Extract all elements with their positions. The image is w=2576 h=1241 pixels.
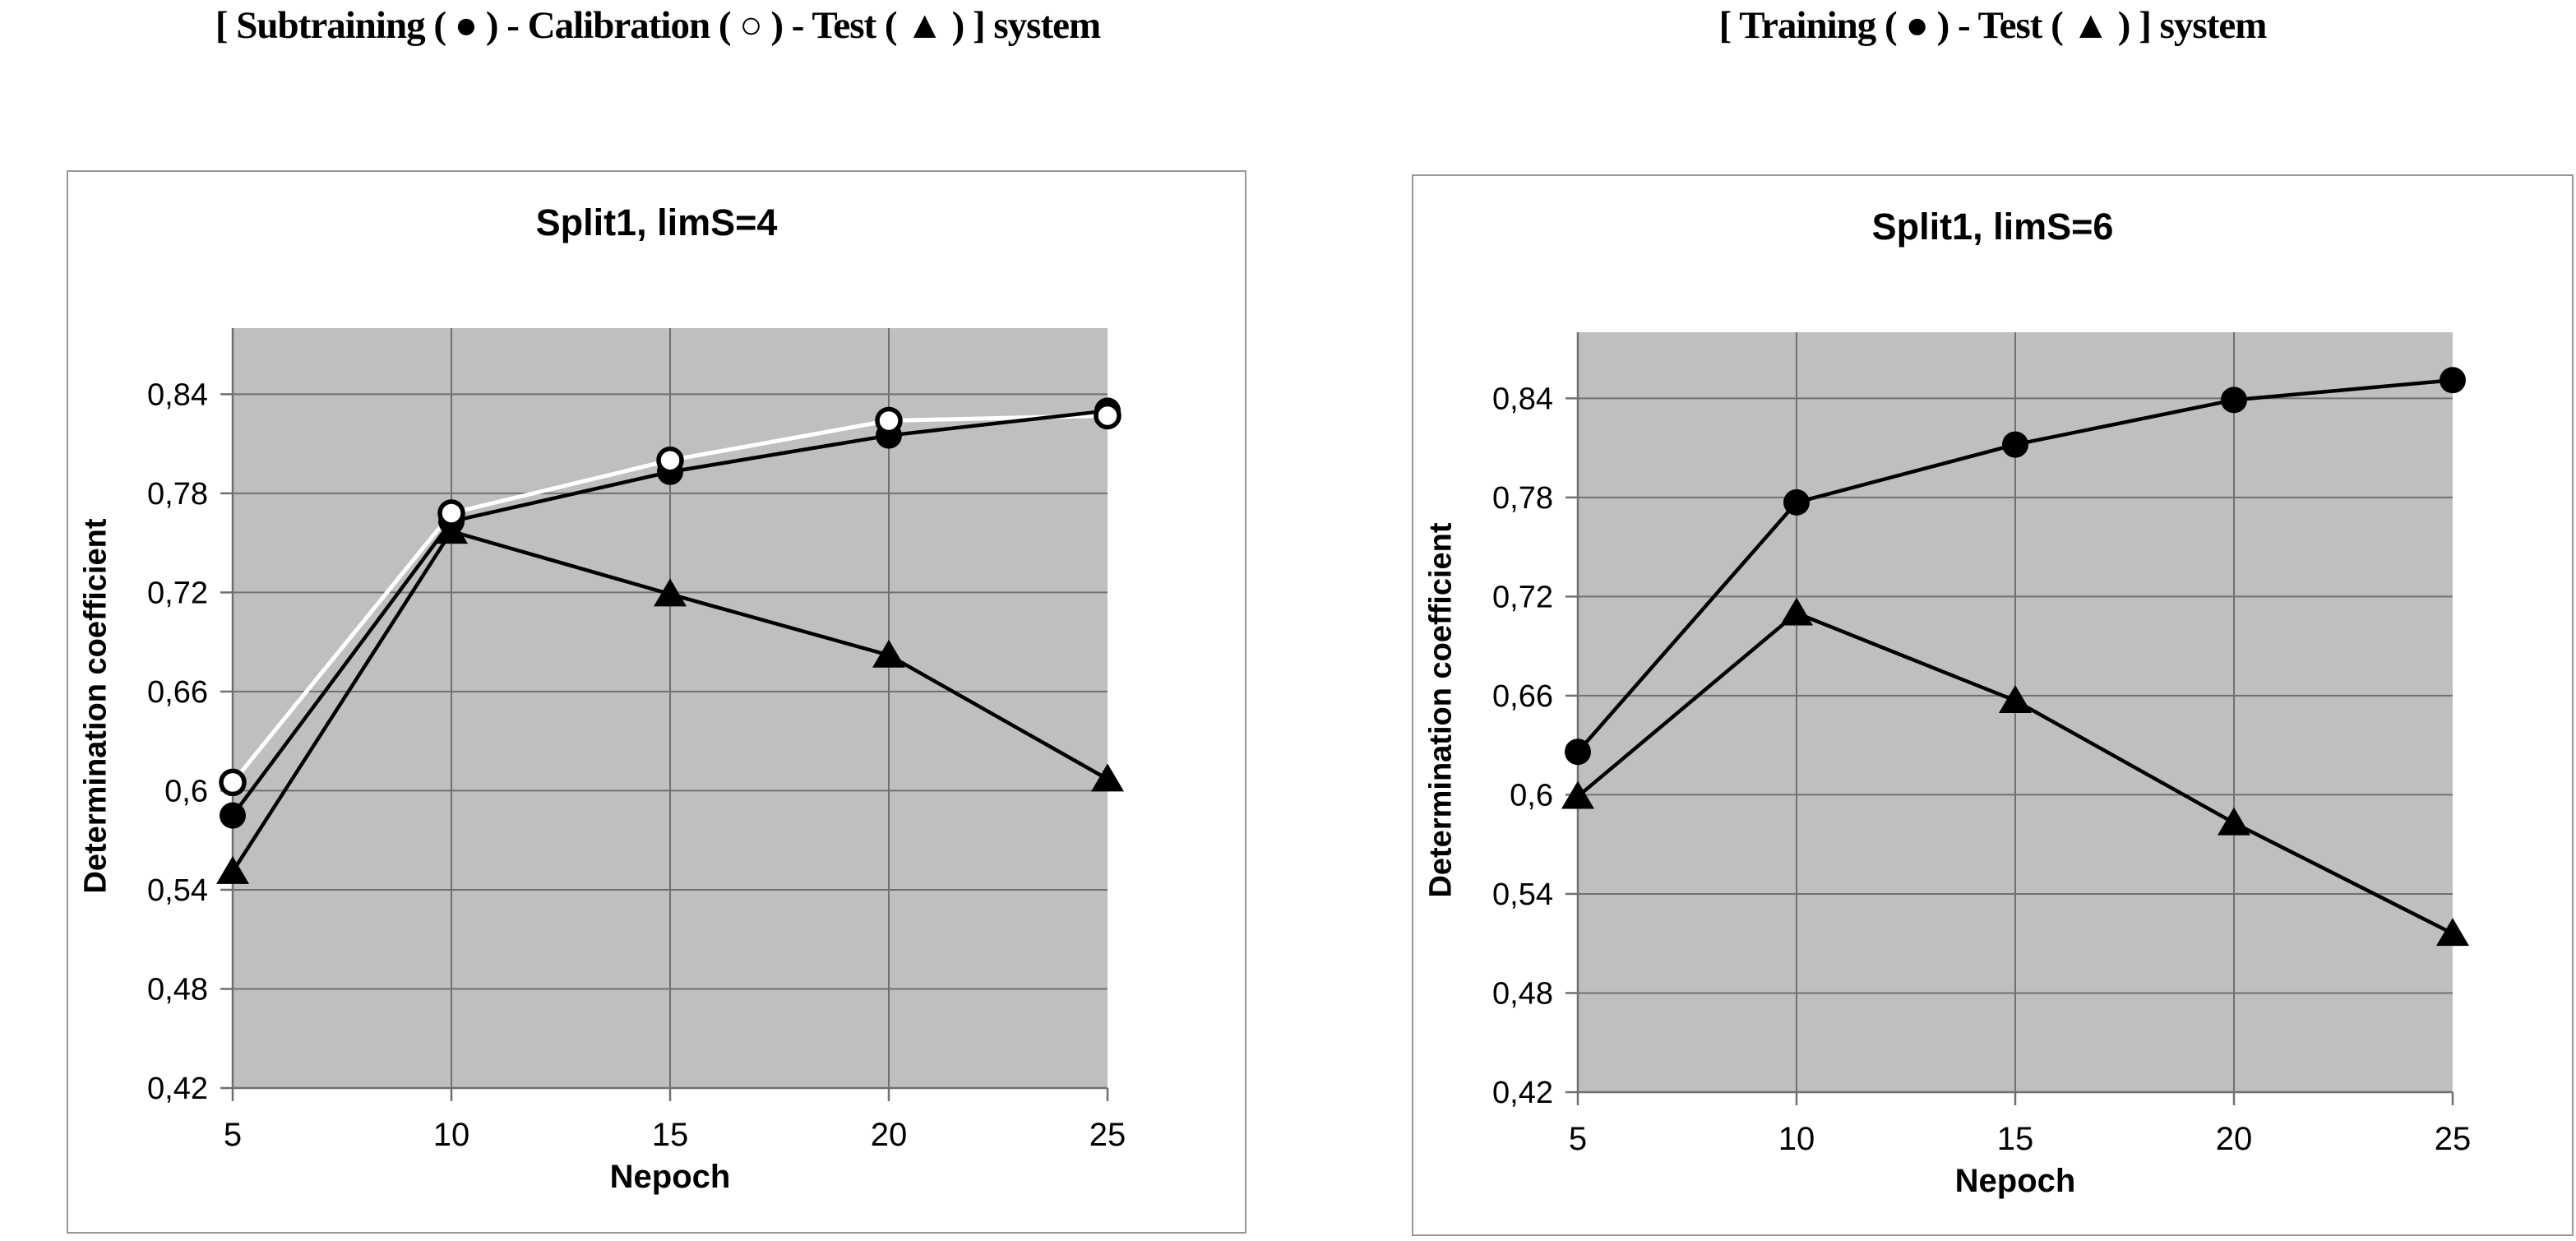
marker-test [1091,763,1124,792]
y-tick-label: 0,48 [147,972,208,1007]
marker-calibration [1094,401,1122,430]
y-tick-label: 0,6 [1510,778,1553,813]
x-tick-label: 10 [433,1117,470,1153]
marker-test [654,578,687,607]
chart-title: Split1, limS=4 [535,201,778,243]
x-tick-label: 25 [2435,1121,2472,1157]
marker-test [1999,684,2032,713]
marker-calibration [875,406,903,435]
chart-title: Split1, limS=6 [1871,206,2114,248]
y-tick-label: 0,84 [147,377,208,412]
y-tick-label: 0,66 [1492,679,1553,714]
y-tick-label: 0,6 [164,774,208,808]
chart-plot-svg: 0,42 0,48 0,54 0,6 0,66 0,72 0,78 0,84 5 10 15 20 25 [147,328,1126,1153]
legend-header-right: [ Training ( ● ) - Test ( ▲ ) ] system [1718,4,2268,47]
marker-test [1561,780,1594,809]
x-tick-label: 20 [2216,1121,2253,1157]
y-tick-label: 0,72 [1492,580,1553,614]
marker-subtraining [220,802,246,829]
y-tick-label: 0,72 [147,576,208,610]
y-tick-label: 0,78 [147,477,208,512]
y-axis-title: Determination coefficient [1423,522,1459,898]
marker-calibration [219,768,247,797]
marker-training [1783,489,1810,516]
x-axis-title: Nepoch [1954,1163,2076,1199]
marker-test [2218,807,2250,836]
x-tick-label: 10 [1778,1121,1815,1157]
marker-training [2221,387,2247,414]
marker-test [872,639,905,668]
y-tick-label: 0,54 [147,873,208,908]
marker-test [2436,918,2469,947]
x-tick-label: 25 [1089,1117,1126,1153]
y-tick-label: 0,66 [147,675,208,710]
x-tick-label: 20 [871,1117,908,1153]
y-tick-label: 0,78 [1492,481,1553,516]
y-tick-label: 0,54 [1492,877,1553,912]
y-tick-label: 0,48 [1492,976,1553,1011]
marker-training [2440,367,2466,394]
y-tick-label: 0,42 [1492,1076,1553,1110]
marker-test [1780,597,1813,626]
y-tick-label: 0,42 [147,1072,208,1106]
marker-calibration [437,499,465,527]
y-tick-label: 0,84 [1492,382,1553,416]
chart-panel-split1-lims4: 0,42 0,48 0,54 0,6 0,66 0,72 0,78 0,84 5 10 15 20 25… [67,170,1246,1234]
chart-plot-svg: 0,42 0,48 0,54 0,6 0,66 0,72 0,78 0,84 5 10 15 20 25 [1492,332,2472,1157]
legend-header-left: [ Subtraining ( ● ) - Calibration ( ○ ) … [215,4,1101,47]
x-tick-label: 15 [652,1117,689,1153]
marker-test [216,855,249,884]
marker-training [2002,431,2028,458]
marker-training [1565,739,1591,766]
x-tick-label: 5 [224,1117,242,1153]
marker-calibration [656,446,684,475]
y-axis-title: Determination coefficient [78,518,113,894]
x-tick-label: 15 [1997,1121,2034,1157]
x-tick-label: 5 [1569,1121,1587,1157]
chart-panel-split1-lims6: 0,42 0,48 0,54 0,6 0,66 0,72 0,78 0,84 5 10 15 20 25… [1412,174,2574,1236]
x-axis-title: Nepoch [609,1159,731,1195]
